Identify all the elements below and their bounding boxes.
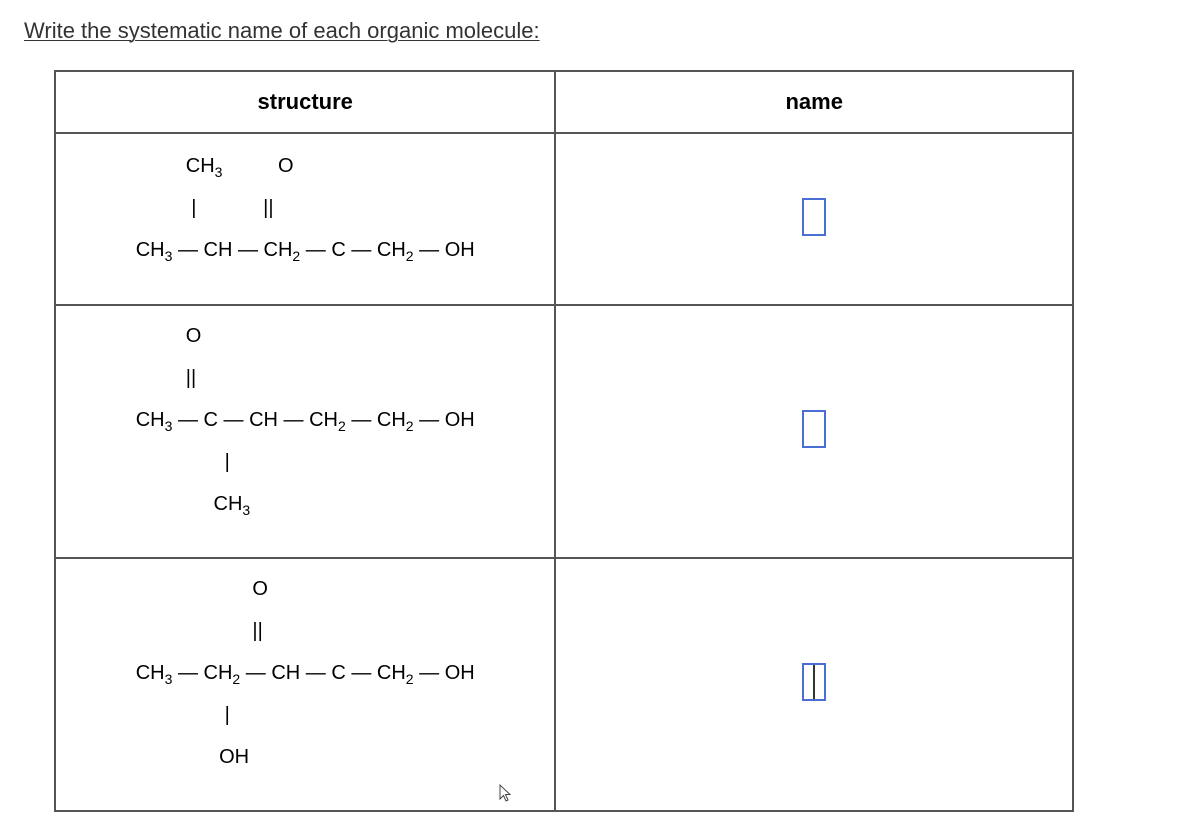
- f1-l3: CH3 — CH — CH2 — C — CH2 — OH: [136, 239, 475, 261]
- name-cell-1: [555, 133, 1073, 305]
- structure-cell-2: O || CH3 — C — CH — CH2 — CH2 — OH | CH3: [55, 305, 555, 558]
- f2-l2: ||: [136, 367, 196, 389]
- f2-l1: O: [136, 325, 202, 347]
- header-name: name: [555, 71, 1073, 133]
- f1-l1: CH3 O: [136, 155, 294, 177]
- f3-l5: OH: [136, 746, 249, 768]
- f3-l1: O: [136, 578, 268, 600]
- answer-input-3[interactable]: [802, 663, 826, 701]
- structure-cell-1: CH3 O | || CH3 — CH — CH2 — C — CH2 — OH: [55, 133, 555, 305]
- f2-l4: |: [136, 451, 230, 473]
- name-cell-2: [555, 305, 1073, 558]
- structure-formula-1: CH3 O | || CH3 — CH — CH2 — C — CH2 — OH: [136, 136, 475, 302]
- answer-input-2[interactable]: [802, 410, 826, 448]
- f3-l3: CH3 — CH2 — CH — C — CH2 — OH: [136, 662, 475, 684]
- structure-formula-2: O || CH3 — C — CH — CH2 — CH2 — OH | CH3: [136, 306, 475, 556]
- molecule-table: structure name CH3 O | || CH3 — CH — CH2…: [54, 70, 1074, 812]
- cursor-icon: [498, 783, 514, 808]
- answer-input-1[interactable]: [802, 198, 826, 236]
- header-structure: structure: [55, 71, 555, 133]
- name-cell-3: [555, 558, 1073, 811]
- f2-l3: CH3 — C — CH — CH2 — CH2 — OH: [136, 409, 475, 431]
- f2-l5: CH3: [136, 493, 250, 515]
- structure-cell-3: O || CH3 — CH2 — CH — C — CH2 — OH | OH: [55, 558, 555, 811]
- f3-l4: |: [136, 704, 230, 726]
- question-prompt: Write the systematic name of each organi…: [24, 18, 1176, 44]
- structure-formula-3: O || CH3 — CH2 — CH — C — CH2 — OH | OH: [136, 559, 475, 809]
- f3-l2: ||: [136, 620, 263, 642]
- f1-l2: | ||: [136, 197, 274, 219]
